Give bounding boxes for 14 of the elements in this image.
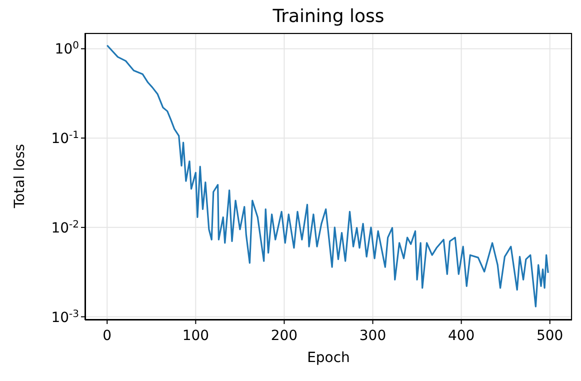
- x-tick-label: 200: [270, 328, 298, 344]
- y-tick-label: 10$^{-3}$: [51, 308, 79, 326]
- x-tick-label: 400: [448, 328, 475, 344]
- x-tick-label: 0: [102, 328, 112, 344]
- y-axis-title: Total loss: [12, 144, 28, 208]
- x-axis-title: Epoch: [306, 350, 351, 366]
- line-series: [106, 44, 549, 308]
- x-tick-label: 500: [536, 328, 564, 344]
- y-tick-label: 10$^{-1}$: [51, 130, 79, 148]
- chart-title: Training loss: [272, 6, 386, 27]
- y-tick-label: 10$^{-2}$: [51, 218, 79, 236]
- x-tick-label: 100: [182, 328, 210, 344]
- x-tick-label: 300: [359, 328, 386, 344]
- y-tick-label: 10$^{0}$: [54, 40, 79, 58]
